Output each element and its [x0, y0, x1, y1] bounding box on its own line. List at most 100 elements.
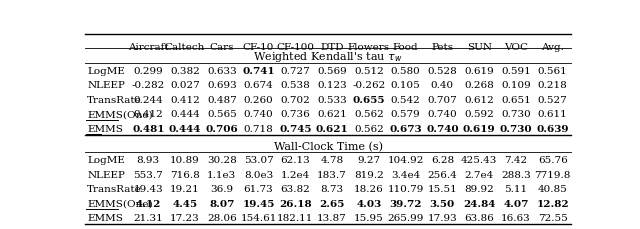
Text: NLEEP: NLEEP	[87, 81, 125, 90]
Text: EMMS(One): EMMS(One)	[87, 199, 153, 208]
Text: 0.562: 0.562	[354, 110, 384, 119]
Text: 4.03: 4.03	[356, 199, 381, 208]
Text: 15.51: 15.51	[428, 184, 457, 193]
Text: TransRate: TransRate	[87, 184, 142, 193]
Text: 0.591: 0.591	[501, 66, 531, 75]
Text: 0.027: 0.027	[170, 81, 200, 90]
Text: 0.109: 0.109	[501, 81, 531, 90]
Text: 1.2e4: 1.2e4	[281, 170, 310, 179]
Text: 17.23: 17.23	[170, 213, 200, 222]
Text: 19.43: 19.43	[133, 184, 163, 193]
Text: Avg.: Avg.	[541, 43, 564, 52]
Text: 0.444: 0.444	[170, 110, 200, 119]
Text: Caltech: Caltech	[165, 43, 205, 52]
Text: 0.533: 0.533	[317, 95, 347, 104]
Text: 65.76: 65.76	[538, 155, 568, 164]
Text: 0.730: 0.730	[501, 110, 531, 119]
Text: EMMS(One): EMMS(One)	[87, 110, 153, 119]
Text: 154.61: 154.61	[241, 213, 276, 222]
Text: 0.123: 0.123	[317, 81, 347, 90]
Text: SUN: SUN	[467, 43, 492, 52]
Text: Weighted Kendall's tau $\tau_w$: Weighted Kendall's tau $\tau_w$	[253, 50, 403, 64]
Text: Cars: Cars	[209, 43, 234, 52]
Text: 0.727: 0.727	[280, 66, 310, 75]
Text: 6.28: 6.28	[431, 155, 454, 164]
Text: Aircraft: Aircraft	[128, 43, 168, 52]
Text: 19.21: 19.21	[170, 184, 200, 193]
Text: 0.611: 0.611	[538, 110, 568, 119]
Text: 4.78: 4.78	[321, 155, 344, 164]
Text: 0.569: 0.569	[317, 66, 347, 75]
Text: 3.50: 3.50	[429, 199, 455, 208]
Text: 0.730: 0.730	[500, 124, 532, 133]
Text: 0.487: 0.487	[207, 95, 237, 104]
Text: 18.26: 18.26	[354, 184, 384, 193]
Text: 0.674: 0.674	[244, 81, 273, 90]
Text: 3.4e4: 3.4e4	[391, 170, 420, 179]
Text: 62.13: 62.13	[280, 155, 310, 164]
Text: 0.481: 0.481	[132, 124, 164, 133]
Text: 0.580: 0.580	[391, 66, 420, 75]
Text: NLEEP: NLEEP	[87, 170, 125, 179]
Text: CF-10: CF-10	[243, 43, 275, 52]
Text: 21.31: 21.31	[133, 213, 163, 222]
Text: 8.93: 8.93	[137, 155, 160, 164]
Text: Pets: Pets	[431, 43, 453, 52]
Text: 15.95: 15.95	[354, 213, 384, 222]
Text: 0.244: 0.244	[133, 95, 163, 104]
Text: -0.262: -0.262	[352, 81, 385, 90]
Text: 0.702: 0.702	[280, 95, 310, 104]
Text: 0.740: 0.740	[426, 124, 459, 133]
Text: 39.72: 39.72	[389, 199, 422, 208]
Text: 0.382: 0.382	[170, 66, 200, 75]
Text: 63.82: 63.82	[280, 184, 310, 193]
Text: Flowers: Flowers	[348, 43, 390, 52]
Text: LogME: LogME	[87, 66, 125, 75]
Text: 0.707: 0.707	[428, 95, 457, 104]
Text: 24.84: 24.84	[463, 199, 495, 208]
Text: VOC: VOC	[504, 43, 528, 52]
Text: Wall-Clock Time (s): Wall-Clock Time (s)	[273, 141, 383, 151]
Text: 0.105: 0.105	[391, 81, 420, 90]
Text: 0.619: 0.619	[464, 66, 494, 75]
Text: 0.740: 0.740	[244, 110, 273, 119]
Text: CF-100: CF-100	[276, 43, 314, 52]
Text: 1.1e3: 1.1e3	[207, 170, 236, 179]
Text: 0.619: 0.619	[463, 124, 495, 133]
Text: 0.592: 0.592	[464, 110, 494, 119]
Text: 63.86: 63.86	[464, 213, 494, 222]
Text: 0.444: 0.444	[169, 124, 201, 133]
Text: 10.89: 10.89	[170, 155, 200, 164]
Text: 0.299: 0.299	[133, 66, 163, 75]
Text: DTD: DTD	[321, 43, 344, 52]
Text: 0.579: 0.579	[391, 110, 420, 119]
Text: 425.43: 425.43	[461, 155, 497, 164]
Text: 0.673: 0.673	[389, 124, 422, 133]
Text: 30.28: 30.28	[207, 155, 237, 164]
Text: 0.538: 0.538	[280, 81, 310, 90]
Text: 0.621: 0.621	[317, 110, 347, 119]
Text: 0.651: 0.651	[501, 95, 531, 104]
Text: 0.693: 0.693	[207, 81, 237, 90]
Text: 4.45: 4.45	[172, 199, 198, 208]
Text: 5.11: 5.11	[504, 184, 527, 193]
Text: LogME: LogME	[87, 155, 125, 164]
Text: 182.11: 182.11	[277, 213, 314, 222]
Text: 13.87: 13.87	[317, 213, 347, 222]
Text: 0.512: 0.512	[354, 66, 384, 75]
Text: 288.3: 288.3	[501, 170, 531, 179]
Text: 0.528: 0.528	[428, 66, 457, 75]
Text: 72.55: 72.55	[538, 213, 568, 222]
Text: Food: Food	[393, 43, 419, 52]
Text: 7.42: 7.42	[504, 155, 527, 164]
Text: 40.85: 40.85	[538, 184, 568, 193]
Text: 0.745: 0.745	[279, 124, 312, 133]
Text: 110.79: 110.79	[387, 184, 424, 193]
Text: 7719.8: 7719.8	[534, 170, 571, 179]
Text: 26.18: 26.18	[279, 199, 312, 208]
Text: 183.7: 183.7	[317, 170, 347, 179]
Text: 0.412: 0.412	[170, 95, 200, 104]
Text: 0.562: 0.562	[354, 124, 384, 133]
Text: TransRate: TransRate	[87, 95, 142, 104]
Text: 12.82: 12.82	[536, 199, 569, 208]
